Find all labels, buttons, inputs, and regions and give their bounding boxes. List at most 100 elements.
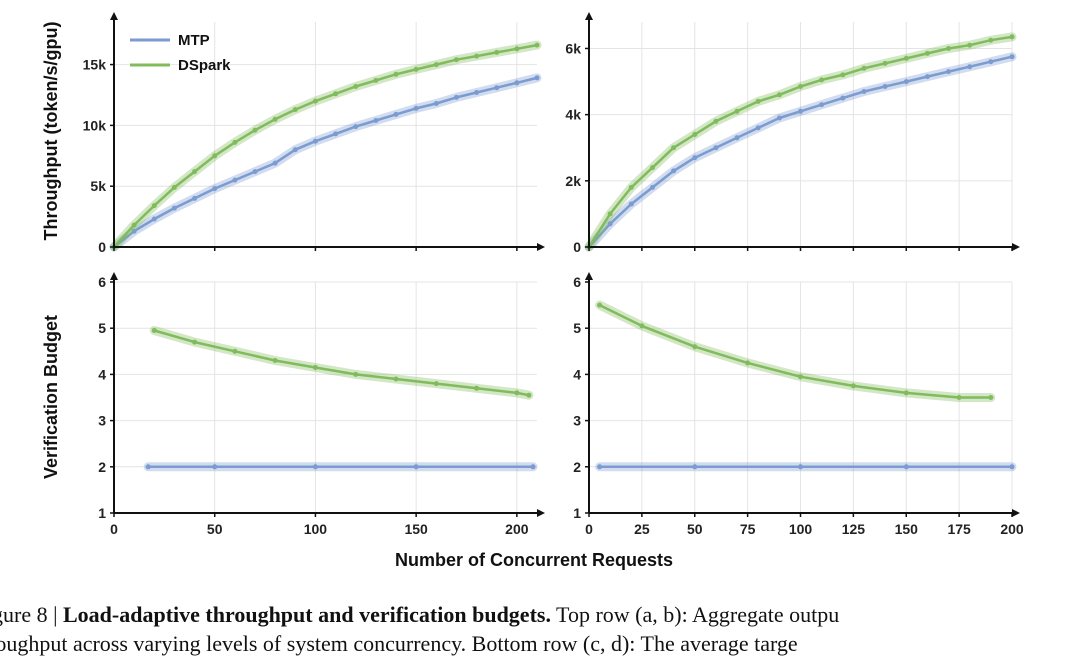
- data-point: [650, 184, 655, 190]
- series-line: [113, 43, 538, 248]
- x-tick-label: 0: [110, 521, 118, 537]
- data-point: [713, 118, 719, 124]
- x-tick-label: 0: [585, 521, 593, 537]
- y-tick-label: 1: [98, 505, 106, 521]
- data-point: [607, 221, 613, 227]
- data-point: [514, 80, 520, 86]
- data-point: [494, 85, 500, 91]
- x-tick-label: 175: [947, 521, 971, 537]
- data-point: [171, 205, 177, 211]
- data-point: [232, 139, 238, 145]
- data-point: [433, 62, 439, 68]
- data-point: [903, 79, 909, 85]
- series-dspark: [109, 40, 542, 252]
- x-tick-label: 100: [789, 521, 813, 537]
- data-point: [882, 60, 888, 66]
- legend: MTP DSpark: [130, 32, 231, 74]
- data-point: [353, 124, 359, 130]
- data-point: [692, 344, 698, 350]
- y-tick-label: 0: [573, 239, 581, 255]
- data-point: [474, 385, 480, 391]
- data-point: [131, 228, 137, 234]
- data-point: [413, 66, 419, 72]
- x-tick-label: 50: [687, 521, 703, 537]
- data-point: [671, 145, 677, 151]
- data-point: [151, 328, 157, 333]
- panel-c: 1 2 3 4 5 6 0 50 100 150 200: [98, 272, 545, 537]
- legend-label-mtp: MTP: [178, 32, 210, 49]
- data-point: [671, 168, 677, 174]
- series-dspark: [595, 300, 996, 402]
- y-tick-label: 2k: [565, 173, 581, 189]
- data-point: [171, 184, 177, 190]
- data-point: [333, 91, 339, 97]
- y-tick-label: 3: [98, 413, 106, 429]
- data-point: [292, 107, 298, 113]
- data-point: [1009, 464, 1015, 470]
- series-band: [149, 326, 534, 400]
- data-point: [212, 186, 218, 192]
- y-tick-label: 5: [98, 320, 106, 336]
- series-band: [109, 40, 542, 252]
- caption-line1-rest: Top row (a, b): Aggregate outpu: [550, 602, 840, 627]
- data-point: [850, 383, 856, 389]
- data-point: [312, 138, 318, 144]
- x-tick-label: 75: [740, 521, 756, 537]
- y-axis-title-top: Throughput (token/s/gpu): [41, 22, 61, 241]
- y-tick-label: 4: [98, 366, 106, 382]
- y-tick-label: 2: [573, 459, 581, 475]
- series-dspark: [149, 326, 534, 400]
- data-point: [946, 69, 951, 75]
- y-tick-label: 6: [98, 274, 106, 290]
- data-point: [946, 46, 951, 51]
- data-point: [840, 95, 846, 101]
- data-point: [413, 464, 419, 470]
- x-tick-label: 150: [895, 521, 919, 537]
- series-mtp: [143, 462, 538, 472]
- data-point: [192, 195, 198, 201]
- caption-line-1: gure 8 | Load-adaptive throughput and ve…: [0, 600, 1080, 629]
- data-point: [151, 216, 157, 222]
- y-tick-label: 3: [573, 413, 581, 429]
- caption-prefix: gure 8 |: [0, 602, 58, 627]
- data-point: [232, 348, 238, 354]
- data-point: [650, 165, 655, 171]
- data-point: [131, 222, 137, 228]
- x-tick-label: 200: [1000, 521, 1024, 537]
- data-point: [413, 105, 419, 111]
- data-point: [530, 464, 536, 470]
- data-point: [776, 92, 782, 98]
- data-point: [192, 169, 198, 175]
- data-point: [433, 101, 439, 106]
- data-point: [514, 390, 520, 396]
- x-axis-title: Number of Concurrent Requests: [395, 550, 673, 570]
- data-point: [453, 94, 459, 100]
- data-point: [607, 211, 613, 217]
- y-tick-label: 1: [573, 505, 581, 521]
- data-point: [713, 145, 719, 151]
- data-point: [861, 65, 867, 71]
- y-tick-label: 5: [573, 320, 581, 336]
- legend-label-dspark: DSpark: [178, 57, 231, 74]
- data-point: [1009, 54, 1015, 60]
- data-point: [272, 116, 278, 122]
- data-point: [353, 371, 359, 377]
- panel-b: 0 2k 4k 6k: [565, 12, 1020, 255]
- data-point: [755, 98, 761, 104]
- data-point: [967, 64, 973, 70]
- data-point: [192, 339, 198, 345]
- data-point: [597, 302, 603, 308]
- data-point: [988, 59, 994, 65]
- data-point: [692, 464, 698, 470]
- data-point: [819, 102, 825, 108]
- y-tick-label: 10k: [83, 117, 107, 133]
- data-point: [453, 57, 459, 63]
- y-tick-label: 2: [98, 459, 106, 475]
- series-line: [113, 76, 538, 248]
- data-point: [798, 108, 803, 114]
- data-point: [597, 464, 603, 470]
- data-point: [534, 42, 540, 48]
- series-line: [599, 303, 991, 399]
- y-tick-label: 0: [98, 239, 106, 255]
- data-point: [734, 108, 740, 114]
